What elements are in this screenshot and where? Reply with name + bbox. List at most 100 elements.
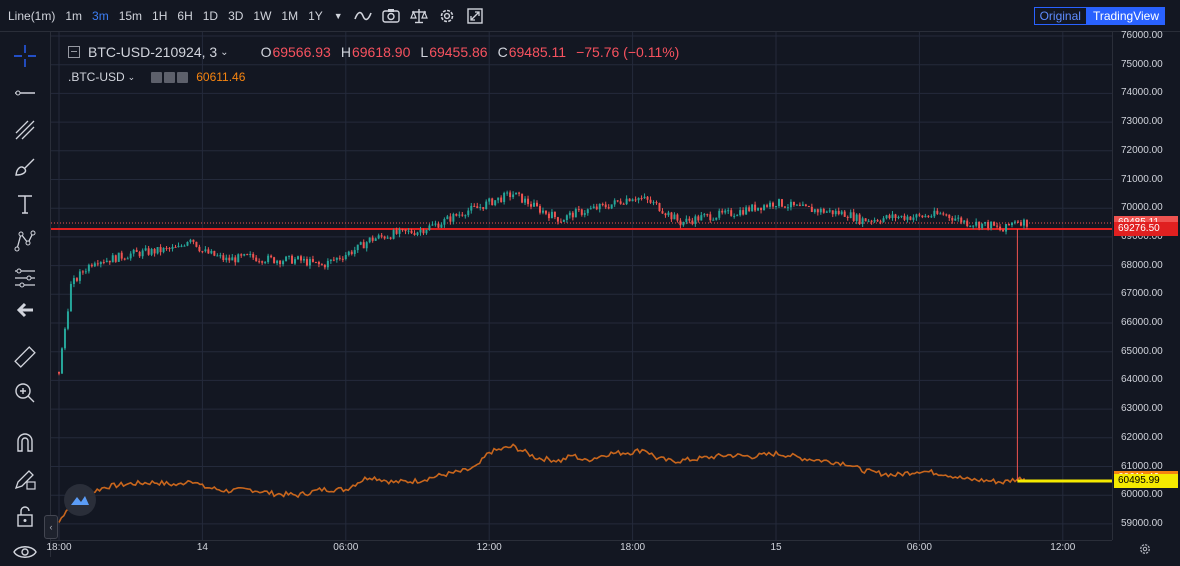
timeframe-1m[interactable]: 1m [65, 8, 83, 23]
view-tradingview-button[interactable]: TradingView [1086, 7, 1165, 25]
candle-body [610, 204, 613, 209]
candle-body [386, 237, 389, 239]
candle-body [816, 209, 819, 213]
trend-lines-icon[interactable] [11, 116, 39, 144]
candle-body [201, 251, 204, 253]
candle-body [819, 208, 822, 213]
caret-down-icon[interactable]: ▼ [333, 10, 343, 21]
index-symbol[interactable]: .BTC-USD [68, 70, 125, 84]
ruler-icon[interactable] [11, 343, 39, 371]
candle-body [323, 265, 326, 268]
candle-body [604, 204, 607, 208]
candle-body [359, 242, 362, 245]
candle-body [132, 249, 135, 254]
price-chart[interactable] [51, 32, 1112, 540]
candle-body [470, 205, 473, 211]
indicator-wave-icon[interactable] [349, 0, 377, 31]
timeframe-1d[interactable]: 1D [202, 8, 219, 23]
candle-body [571, 212, 574, 218]
series-controls [149, 71, 189, 83]
fullscreen-icon[interactable] [461, 0, 489, 31]
candle-body [389, 237, 392, 239]
candle-body [276, 260, 279, 264]
candle-body [428, 225, 431, 231]
candle-body [192, 239, 195, 242]
candle-body [783, 206, 786, 208]
text-icon[interactable] [11, 190, 39, 218]
candle-body [885, 215, 888, 219]
chart-plot-area[interactable] [51, 32, 1112, 540]
view-original-button[interactable]: Original [1033, 7, 1087, 25]
candle-body [416, 232, 419, 235]
candle-body [658, 203, 661, 212]
timeframe-1w[interactable]: 1W [253, 8, 272, 23]
lock-draw-icon[interactable] [11, 465, 39, 493]
zoom-in-icon[interactable] [11, 379, 39, 407]
chart-settings-gear-icon[interactable] [1136, 540, 1154, 557]
candle-body [1025, 219, 1028, 227]
candle-body [120, 252, 123, 259]
candle-body [789, 201, 792, 208]
gear-icon[interactable] [164, 71, 176, 83]
candle-body [864, 218, 867, 222]
tradingview-logo[interactable] [64, 484, 96, 516]
candle-body [105, 260, 108, 263]
candle-body [365, 242, 368, 249]
candle-body [231, 257, 234, 261]
magnet-icon[interactable] [11, 428, 39, 456]
candle-body [147, 248, 150, 255]
candle-body [123, 258, 126, 260]
candle-body [518, 192, 521, 194]
candle-body [900, 215, 903, 217]
candle-body [419, 229, 422, 233]
timeframe-3m[interactable]: 3m [92, 8, 109, 23]
horizontal-line-icon[interactable] [11, 79, 39, 107]
legend-symbol[interactable]: BTC-USD-210924, 3 [88, 44, 218, 60]
chevron-down-icon[interactable]: ⌄ [220, 46, 229, 58]
timeframe-15m[interactable]: 15m [118, 8, 143, 23]
crosshair-icon[interactable] [11, 42, 39, 70]
eye-icon[interactable] [151, 71, 163, 83]
candle-body [267, 255, 270, 263]
price-tick-label: 62000.00 [1121, 431, 1163, 443]
candle-body [521, 193, 524, 203]
timeframe-1y[interactable]: 1Y [308, 8, 323, 23]
candle-body [894, 214, 897, 218]
time-axis[interactable]: 18:00 14 06:00 12:00 18:00 15 06:00 12:00 [46, 540, 1112, 558]
brush-icon[interactable] [11, 153, 39, 181]
camera-icon[interactable] [377, 0, 405, 31]
candle-body [503, 192, 506, 203]
candle-body [530, 204, 533, 207]
eye-icon[interactable] [11, 538, 39, 566]
timeframe-3d[interactable]: 3D [228, 8, 244, 23]
timeframe-6h[interactable]: 6H [177, 8, 193, 23]
collapse-legend-icon[interactable] [68, 46, 80, 58]
chart-type-selector[interactable]: Line(1m) [8, 8, 56, 23]
candle-body [739, 210, 742, 216]
chevron-down-icon[interactable]: ⌄ [127, 71, 136, 82]
candle-body [156, 247, 159, 254]
timeframe-1mo[interactable]: 1M [281, 8, 299, 23]
candle-body [757, 207, 760, 211]
price-tick-label: 61000.00 [1121, 460, 1163, 472]
candle-body [634, 199, 637, 201]
fib-tool-icon[interactable] [11, 264, 39, 292]
candle-body [72, 278, 75, 284]
gear-icon[interactable] [433, 0, 461, 31]
legend-low-label: L [420, 44, 429, 60]
close-icon[interactable] [177, 71, 189, 83]
scales-icon[interactable] [405, 0, 433, 31]
candle-body [706, 214, 709, 216]
candle-body [697, 216, 700, 221]
collapse-toolbar-button[interactable]: ‹ [44, 515, 58, 539]
candle-body [431, 224, 434, 226]
pattern-icon[interactable] [11, 227, 39, 255]
candle-body [670, 212, 673, 220]
price-axis[interactable]: 59000.00 60000.00 61000.00 62000.00 63000.00… [1112, 30, 1180, 540]
candle-body [285, 256, 288, 262]
arrow-left-icon[interactable] [11, 296, 39, 324]
candle-body [553, 211, 556, 218]
unlock-icon[interactable] [11, 502, 39, 530]
candle-body [598, 203, 601, 210]
timeframe-1h[interactable]: 1H [152, 8, 168, 23]
